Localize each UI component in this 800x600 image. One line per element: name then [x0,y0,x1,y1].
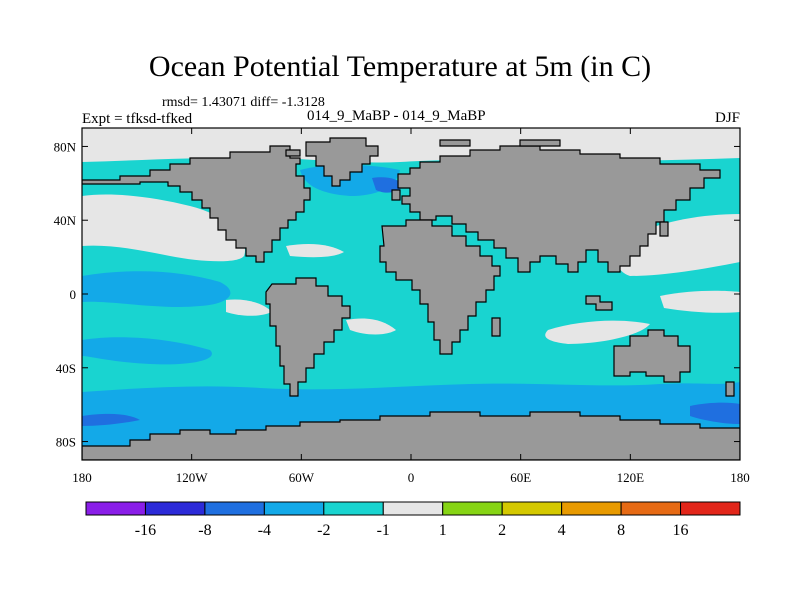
x-tick-label: 60E [510,470,531,485]
x-tick-label: 120W [176,470,209,485]
x-tick-label: 0 [408,470,415,485]
madagascar [491,317,501,337]
australia [613,329,691,383]
y-tick-label: 40N [54,213,77,228]
antarctic-east-neg4 [690,402,740,424]
pacific-equatorial-near-zero [660,290,740,313]
colorbar-bin [85,501,146,516]
greenland [305,137,379,187]
x-tick-label: 60W [289,470,315,485]
stats-text: rmsd= 1.43071 diff= -1.3128 [162,95,325,110]
colorbar-bin [442,501,503,516]
colorbar-label: 2 [498,522,506,539]
arctic-islands [285,139,561,157]
new-zealand [725,381,735,397]
colorbar-bin [501,501,563,516]
x-tick-label: 180 [72,470,92,485]
north-atlantic-patch-neg4 [372,177,404,193]
colorbar-label: 1 [439,522,447,539]
colorbar: -16 -8 -4 -2 -1 1 2 4 8 16 [85,501,741,539]
uk-island [391,189,401,201]
colorbar-bin [263,501,325,516]
tropical-atlantic-near-zero [226,299,272,316]
colorbar-bin [680,501,741,516]
atlantic-streak-near-zero [286,244,344,258]
pacific-south-patch-neg2 [82,337,212,365]
pacific-patch-neg2 [82,271,231,307]
y-tick-label: 40S [56,361,76,376]
y-tick-label: 0 [70,287,77,302]
north-america [82,145,311,263]
colorbar-bin [620,501,682,516]
colorbar-label: -8 [198,522,211,539]
indonesia [585,295,613,311]
colorbar-label: -1 [377,522,390,539]
eurasia [397,145,721,273]
indian-near-zero [545,320,650,344]
colorbar-label: -2 [317,522,330,539]
antarctica [82,411,740,460]
case-label: 014_9_MaBP - 014_9_MaBP [307,108,486,124]
y-axis-ticks: 80N 40N 0 40S 80S [54,139,740,450]
experiment-label: Expt = tfksd-tfked [82,111,193,127]
x-tick-label: 120E [617,470,645,485]
colorbar-label: 4 [558,522,566,539]
colorbar-label: 16 [673,522,689,539]
colorbar-bin [144,501,206,516]
x-tick-label: 180 [730,470,750,485]
x-axis-ticks: 180 120W 60W 0 60E 120E 180 [72,128,750,485]
south-america [265,277,351,397]
colorbar-label: -16 [135,522,156,539]
colorbar-label: -4 [258,522,271,539]
japan [659,221,669,237]
plot-title: Ocean Potential Temperature at 5m (in C) [148,50,652,83]
africa [379,219,501,355]
land-mask [82,137,740,460]
colorbar-bin [323,501,384,516]
colorbar-label: 8 [617,522,625,539]
y-tick-label: 80N [54,139,77,154]
season-label: DJF [714,110,740,126]
antarctic-south-neg4 [82,413,140,426]
colorbar-bin [382,501,444,516]
y-tick-label: 80S [56,435,76,450]
south-atlantic-near-zero [346,318,396,335]
north-pacific-near-zero [82,194,246,262]
colorbar-bin [204,501,265,516]
colorbar-bin [561,501,622,516]
